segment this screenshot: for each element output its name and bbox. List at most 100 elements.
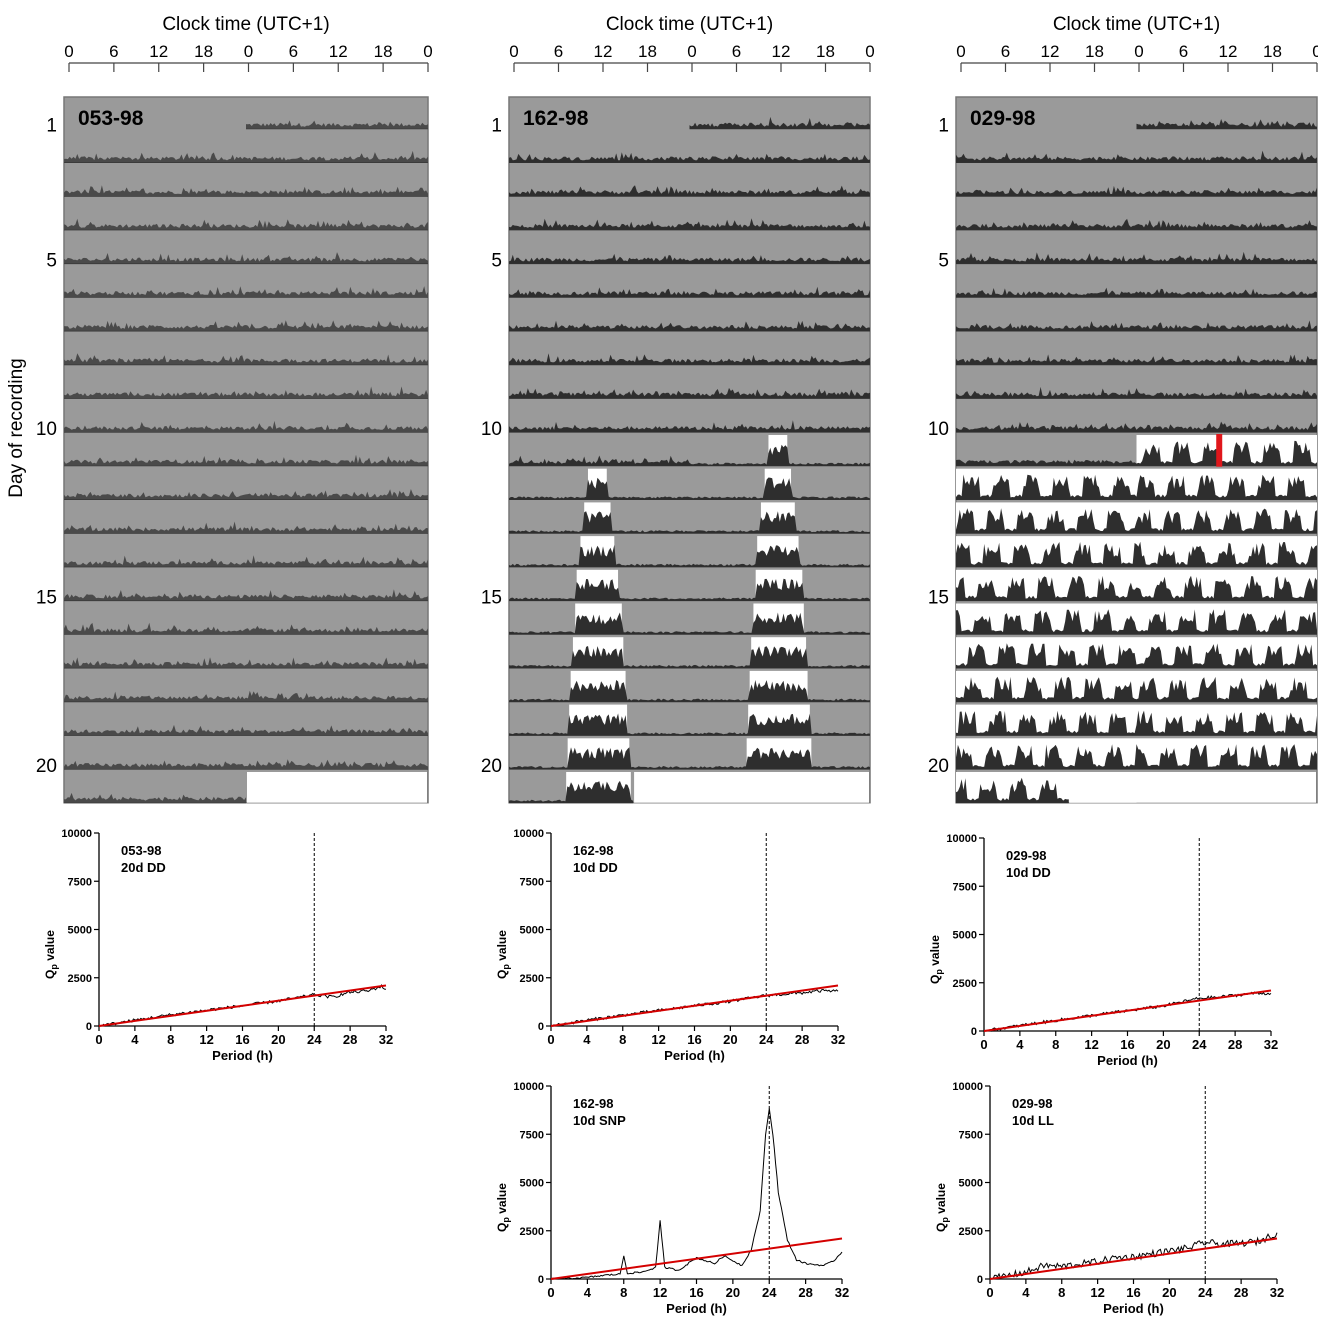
qp-series-line [550, 1108, 843, 1280]
activity-trace [64, 622, 428, 635]
clock-tick-label: 0 [509, 42, 518, 61]
clock-axis-title: Clock time (UTC+1) [606, 14, 773, 35]
y-axis-label-tail: value [43, 930, 57, 964]
clock-tick-label: 0 [244, 42, 253, 61]
activity-trace [509, 387, 870, 399]
activity-trace [64, 589, 428, 601]
clock-tick-label: 6 [1001, 42, 1010, 61]
x-tick-label: 4 [584, 1285, 592, 1300]
x-tick-label: 16 [687, 1032, 701, 1047]
clock-tick-label: 0 [1134, 42, 1143, 61]
day-label: 20 [36, 756, 57, 777]
x-tick-label: 8 [619, 1032, 626, 1047]
y-tick-label: 5000 [520, 1178, 544, 1190]
x-tick-label: 28 [798, 1285, 812, 1300]
activity-trace [64, 420, 428, 432]
clock-tick-label: 0 [64, 42, 73, 61]
activity-trace [509, 680, 870, 702]
y-tick-label: 7500 [953, 881, 977, 893]
activity-trace [64, 252, 428, 264]
x-tick-label: 4 [583, 1032, 591, 1047]
activity-trace [64, 792, 246, 803]
activity-trace [956, 744, 1317, 769]
x-tick-label: 28 [343, 1032, 357, 1047]
periodogram-2: 0 2500 5000 7500 10000 0 4 8 12 16 20 24 28 32 Period … [495, 1081, 849, 1316]
clock-tick-label: 6 [554, 42, 563, 61]
activity-trace [64, 489, 428, 500]
x-axis-label: Period (h) [666, 1301, 727, 1316]
day-label: 1 [938, 116, 949, 137]
activity-trace [509, 612, 870, 635]
activity-trace [509, 646, 870, 668]
y-tick-label: 0 [538, 1274, 544, 1286]
significance-line [989, 1237, 1278, 1280]
x-tick-label: 4 [131, 1032, 139, 1047]
x-tick-label: 12 [1090, 1285, 1104, 1300]
periodograms: 0 2500 5000 7500 10000 0 4 8 12 16 20 24 28 32 Period … [43, 828, 1284, 1316]
y-tick-label: 2500 [520, 973, 544, 985]
clock-tick-label: 18 [816, 42, 835, 61]
activity-trace [956, 218, 1317, 230]
day-label: 15 [928, 588, 949, 609]
x-axis-label: Period (h) [1103, 1301, 1164, 1316]
activity-trace [509, 544, 870, 567]
day-label: 20 [481, 756, 502, 777]
activity-trace [509, 420, 870, 432]
activity-trace [64, 320, 428, 331]
no-data-span [634, 772, 869, 803]
y-axis-label-main: Q [43, 970, 57, 979]
activity-trace [246, 120, 428, 129]
activity-trace [956, 287, 1317, 298]
x-tick-label: 32 [1264, 1037, 1278, 1052]
x-tick-label: 20 [1156, 1037, 1170, 1052]
y-tick-label: 2500 [953, 978, 977, 990]
day-label: 1 [491, 116, 502, 137]
x-tick-label: 28 [1228, 1037, 1242, 1052]
activity-trace [956, 386, 1317, 399]
x-tick-label: 4 [1022, 1285, 1030, 1300]
periodogram-title: 162-98 [573, 843, 613, 858]
day-label: 1 [46, 116, 57, 137]
activity-trace [956, 320, 1317, 331]
clock-tick-label: 6 [732, 42, 741, 61]
activity-trace [64, 555, 428, 567]
periodogram-title: 029-98 [1006, 848, 1046, 863]
x-tick-label: 32 [835, 1285, 849, 1300]
x-tick-label: 16 [1120, 1037, 1134, 1052]
x-tick-label: 12 [1084, 1037, 1098, 1052]
clock-tick-label: 6 [1179, 42, 1188, 61]
activity-trace [64, 386, 428, 399]
activity-trace [64, 150, 428, 163]
activity-trace [956, 150, 1317, 163]
x-tick-label: 0 [547, 1285, 554, 1300]
y-tick-label: 10000 [513, 828, 544, 840]
activity-trace [509, 477, 870, 500]
activity-trace [956, 354, 1317, 365]
x-tick-label: 16 [689, 1285, 703, 1300]
y-axis-label-main: Q [928, 975, 942, 984]
activity-trace [956, 710, 1317, 736]
activity-trace [64, 657, 428, 668]
activity-trace [509, 780, 634, 803]
actogram-frame [508, 96, 871, 804]
clock-axis-title: Clock time (UTC+1) [1053, 14, 1220, 35]
x-tick-label: 24 [1192, 1037, 1207, 1052]
clock-tick-label: 12 [1219, 42, 1238, 61]
x-tick-label: 0 [547, 1032, 554, 1047]
x-tick-label: 8 [1052, 1037, 1059, 1052]
x-axis-label: Period (h) [212, 1048, 273, 1063]
x-tick-label: 24 [307, 1032, 322, 1047]
y-axis-label-main: Q [495, 970, 509, 979]
clock-tick-label: 18 [374, 42, 393, 61]
x-tick-label: 8 [1058, 1285, 1065, 1300]
activity-trace [509, 320, 870, 331]
actogram-id: 053-98 [78, 107, 144, 130]
clock-tick-label: 18 [194, 42, 213, 61]
y-tick-label: 10000 [952, 1081, 983, 1093]
y-axis-label: Qp value [934, 1183, 950, 1232]
light-span [956, 502, 1137, 534]
x-tick-label: 16 [1126, 1285, 1140, 1300]
activity-trace [956, 575, 1317, 601]
x-tick-label: 0 [95, 1032, 102, 1047]
day-label: 10 [928, 419, 949, 440]
